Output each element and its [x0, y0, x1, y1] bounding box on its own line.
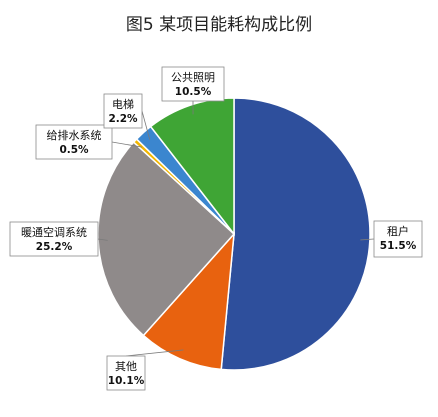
slice-label: 租户	[387, 224, 409, 238]
leader-lines	[97, 100, 375, 357]
slice-label: 给排水系统	[47, 128, 102, 142]
slice-callout: 公共照明 10.5%	[161, 66, 225, 102]
chart-title: 图5 某项目能耗构成比例	[126, 15, 312, 35]
pie-slices	[97, 97, 371, 371]
slice-label: 暖通空调系统	[21, 225, 87, 239]
callout-box	[9, 221, 99, 257]
callout-box	[103, 93, 143, 129]
leader-line	[141, 110, 151, 140]
callout-box	[161, 66, 225, 102]
slice-value-label: 2.2%	[108, 113, 138, 125]
slice-callout: 给排水系统 0.5%	[35, 124, 113, 160]
slice-value-label: 10.5%	[175, 86, 212, 98]
leader-line	[360, 238, 375, 241]
callout-box	[373, 220, 423, 258]
slice-callout: 暖通空调系统 25.2%	[9, 221, 99, 257]
slice-value-label: 25.2%	[36, 241, 73, 253]
slice-value-label: 0.5%	[59, 144, 89, 156]
callout-box	[35, 124, 113, 160]
slice-callout: 租户 51.5%	[373, 220, 423, 258]
pie-slice	[142, 231, 235, 371]
slice-callout: 其他 10.1%	[106, 355, 146, 391]
slice-label: 其他	[115, 360, 137, 373]
pie-slice	[149, 97, 235, 237]
slice-value-label: 10.1%	[108, 375, 145, 387]
slice-label: 电梯	[112, 98, 134, 111]
leader-line	[125, 349, 184, 357]
callout-box	[106, 355, 146, 391]
pie-slice	[220, 97, 371, 371]
slice-label: 公共照明	[171, 71, 215, 84]
slice-callout: 电梯 2.2%	[103, 93, 143, 129]
leader-line	[111, 141, 143, 148]
slice-callouts: 租户 51.5% 其他 10.1% 暖通空调系统 25.2% 给排水系统 0.5% 电梯 2.2%…	[9, 66, 423, 391]
slice-value-label: 51.5%	[380, 240, 417, 252]
leader-line	[97, 238, 108, 241]
